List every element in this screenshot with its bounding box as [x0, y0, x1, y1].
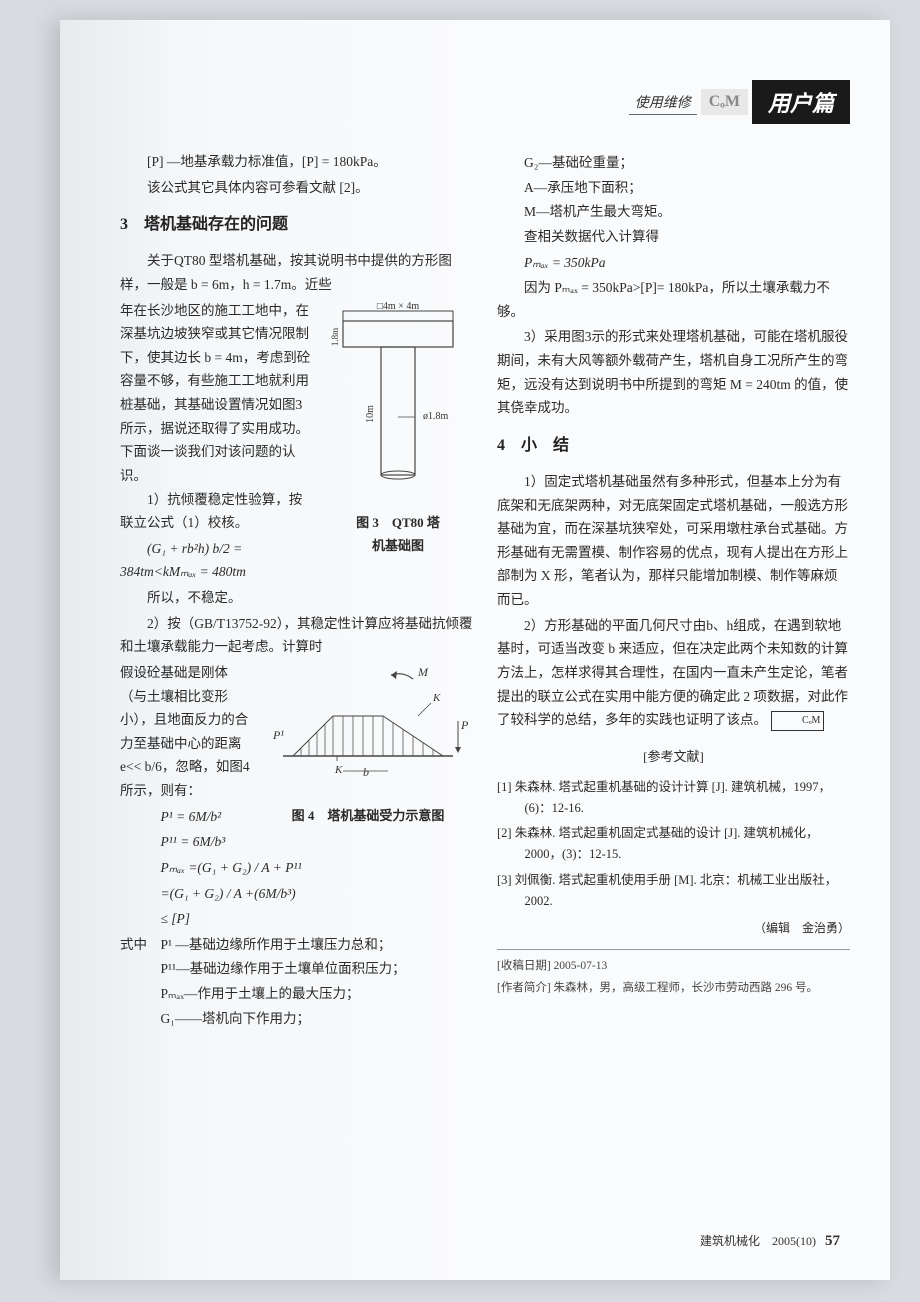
reference-item: [2] 朱森林. 塔式起重机固定式基础的设计 [J]. 建筑机械化，2000，(… [497, 823, 850, 866]
paragraph: 所以，不稳定。 [120, 586, 473, 610]
formula-text: =(G₁ + G₂) / A +(6M/b³) [161, 886, 296, 901]
section-4-title: 4 小 结 [497, 432, 850, 460]
formula: P¹¹ = 6M/b³ [120, 830, 473, 854]
formula-text: P¹¹ = 6M/b³ [161, 834, 226, 849]
formula: ≤ [P] [120, 907, 473, 931]
definition: G₂—基础砼重量； [497, 151, 850, 175]
paragraph: 因为 Pₘₐₓ = 350kPa>[P]= 180kPa，所以土壤承载力不够。 [497, 276, 850, 323]
svg-text:P¹: P¹ [272, 728, 284, 742]
author-bio: [作者简介] 朱森林，男，高级工程师，长沙市劳动西路 296 号。 [497, 978, 850, 998]
figure-3-svg: □4m × 4m 1.8m 10m ø1.8m [323, 299, 473, 499]
paragraph: 3）采用图3示的形式来处理塔机基础，可能在塔机服役期间，未有大风等额外载荷产生，… [497, 325, 850, 420]
right-column: G₂—基础砼重量； A—承压地下面积； M—塔机产生最大弯矩。 查相关数据代入计… [497, 150, 850, 1031]
formula: Pₘₐₓ = 350kPa [497, 251, 850, 275]
svg-text:10m: 10m [365, 404, 376, 422]
formula-text: P¹ = 6M/b² [161, 809, 222, 824]
page-header: 使用维修 CₒM 用户篇 [629, 80, 850, 124]
page-number: 57 [825, 1233, 840, 1249]
svg-text:b: b [363, 765, 369, 779]
figure-4-svg: M K P P¹ K b [263, 661, 473, 791]
figure-3: □4m × 4m 1.8m 10m ø1.8m 图 3 QT80 塔 机基础图 [323, 299, 473, 564]
svg-text:K: K [334, 764, 343, 776]
definition: P¹¹—基础边缘作用于土壤单位面积压力； [120, 957, 473, 981]
paragraph: 2）按（GB/T13752-92），其稳定性计算应将基础抗倾覆和土壤承载能力一起… [120, 612, 473, 659]
journal-name: 建筑机械化 2005(10) [700, 1234, 816, 1248]
definition: 式中 P¹ —基础边缘所作用于土壤压力总和； [120, 933, 473, 957]
cm-badge-icon: CₒM [771, 711, 824, 731]
definition: A—承压地下面积； [497, 176, 850, 200]
svg-text:ø1.8m: ø1.8m [423, 411, 449, 422]
intro-line: [P] —地基承载力标准值，[P] = 180kPa。 [120, 150, 473, 174]
references-title: [参考文献] [497, 746, 850, 769]
left-column: [P] —地基承载力标准值，[P] = 180kPa。 该公式其它具体内容可参看… [120, 150, 473, 1031]
formula: Pₘₐₓ =(G₁ + G₂) / A + P¹¹ [120, 856, 473, 880]
formula: =(G₁ + G₂) / A +(6M/b³) [120, 882, 473, 906]
definition: G₁——塔机向下作用力； [120, 1007, 473, 1031]
formula-text: Pₘₐₓ =(G₁ + G₂) / A + P¹¹ [161, 860, 302, 875]
editor-note: （编辑 金治勇） [497, 918, 850, 939]
reference-item: [3] 刘佩衡. 塔式起重机使用手册 [M]. 北京：机械工业出版社，2002. [497, 870, 850, 913]
figure-4-caption: 图 4 塔机基础受力示意图 [263, 805, 473, 828]
header-category: 使用维修 [629, 90, 697, 115]
page: 使用维修 CₒM 用户篇 [P] —地基承载力标准值，[P] = 180kPa。… [60, 20, 890, 1280]
content-columns: [P] —地基承载力标准值，[P] = 180kPa。 该公式其它具体内容可参看… [120, 150, 850, 1031]
reference-item: [1] 朱森林. 塔式起重机基础的设计计算 [J]. 建筑机械，1997，(6)… [497, 777, 850, 820]
section-3-title: 3 塔机基础存在的问题 [120, 211, 473, 239]
svg-text:1.8m: 1.8m [330, 327, 340, 345]
caption-text: 机基础图 [372, 538, 424, 553]
figure-3-caption: 图 3 QT80 塔 机基础图 [323, 512, 473, 558]
svg-text:□4m × 4m: □4m × 4m [377, 301, 419, 312]
figure-4: M K P P¹ K b 图 4 塔机基础受力示意图 [263, 661, 473, 833]
header-badge: 用户篇 [752, 80, 850, 124]
formula-text: ≤ [P] [161, 911, 191, 926]
definition: M—塔机产生最大弯矩。 [497, 200, 850, 224]
caption-text: 图 3 QT80 塔 [356, 515, 440, 530]
svg-text:M: M [417, 665, 429, 679]
definition: Pₘₐₓ—作用于土壤上的最大压力； [120, 982, 473, 1006]
page-footer: 建筑机械化 2005(10) 57 [700, 1232, 840, 1250]
paragraph: 2）方形基础的平面几何尺寸由b、h组成，在遇到软地基时，可适当改变 b 来适应，… [497, 614, 850, 732]
formula-text: Pₘₐₓ = 350kPa [524, 255, 606, 270]
divider [497, 949, 850, 950]
intro-line: 该公式其它具体内容可参看文献 [2]。 [120, 176, 473, 200]
header-logo: CₒM [701, 89, 748, 115]
svg-text:P: P [460, 718, 469, 732]
paragraph: 关于QT80 型塔机基础，按其说明书中提供的方形图样，一般是 b = 6m，h … [120, 249, 473, 296]
received-date: [收稿日期] 2005-07-13 [497, 956, 850, 976]
svg-text:K: K [432, 692, 441, 704]
paragraph: 1）固定式塔机基础虽然有多种形式，但基本上分为有底架和无底架两种，对无底架固定式… [497, 470, 850, 612]
paragraph: 查相关数据代入计算得 [497, 225, 850, 249]
